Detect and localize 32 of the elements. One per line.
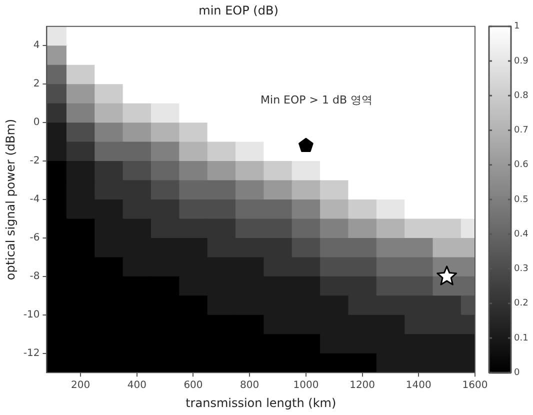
color-bar-label: 0.5: [514, 194, 528, 205]
color-bar-label: 0.4: [514, 229, 529, 240]
color-bar-label: 0.1: [514, 333, 528, 344]
chart-title: min EOP (dB): [198, 3, 278, 18]
x-axis-title: transmission length (km): [186, 396, 336, 410]
color-bar-label: 0.2: [514, 298, 528, 309]
x-tick-label: 800: [240, 380, 260, 392]
y-tick-label: -8: [30, 271, 40, 282]
color-bar-label: 0.3: [514, 264, 528, 274]
x-tick-label: 1000: [293, 380, 319, 392]
color-bar-label: 0: [514, 368, 520, 378]
y-tick-label: -6: [30, 232, 40, 244]
annotation: Min EOP > 1 dB 영역: [260, 93, 373, 106]
color-bar-label: 0.9: [514, 56, 529, 66]
x-tick-label: 1400: [406, 380, 432, 392]
x-tick-label: 400: [127, 380, 146, 392]
color-bar-label: 0.6: [514, 160, 529, 170]
x-tick-label: 200: [70, 380, 90, 392]
y-tick-label: -12: [23, 348, 40, 359]
color-bar-label: 1: [514, 22, 520, 32]
y-tick-label: -10: [23, 309, 40, 320]
y-tick-label: 4: [33, 40, 40, 52]
y-axis-title: optical signal power (dBm): [3, 118, 18, 280]
x-tick-label: 1600: [462, 380, 488, 392]
color-bar-label: 0.7: [514, 126, 528, 136]
y-tick-label: 2: [33, 78, 40, 90]
y-tick-label: -2: [30, 156, 40, 167]
y-tick-label: -4: [30, 194, 40, 206]
x-tick-label: 1200: [350, 380, 376, 392]
x-tick-label: 600: [184, 380, 203, 392]
color-bar-label: 0.8: [514, 90, 529, 101]
y-tick-label: 0: [33, 117, 40, 128]
